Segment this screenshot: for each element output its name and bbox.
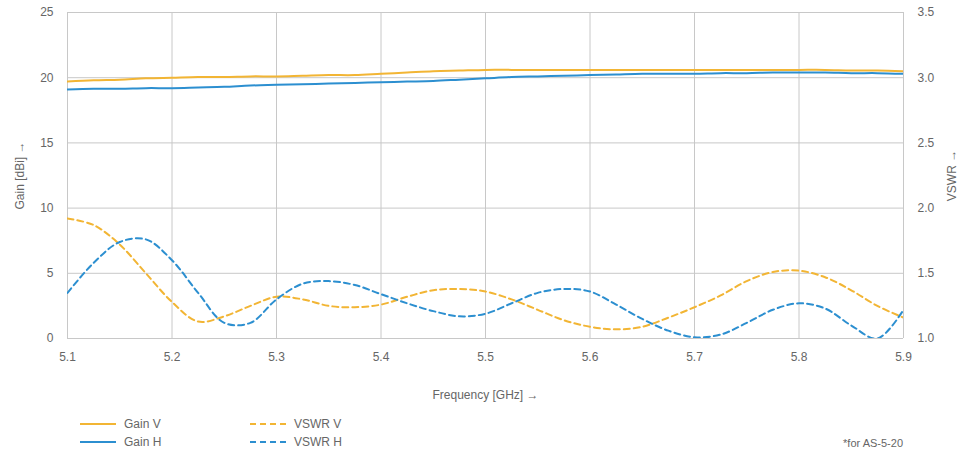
svg-text:Gain [dBi] →: Gain [dBi] →	[13, 141, 27, 209]
svg-text:2.5: 2.5	[918, 136, 935, 150]
html-text:VSWR V: VSWR V	[294, 417, 342, 431]
svg-text:5.7: 5.7	[686, 350, 703, 364]
svg-text:20: 20	[40, 71, 54, 85]
svg-text:5.8: 5.8	[791, 350, 808, 364]
svg-text:5.2: 5.2	[164, 350, 181, 364]
svg-text:5.5: 5.5	[477, 350, 494, 364]
svg-text:5.4: 5.4	[373, 350, 390, 364]
svg-text:15: 15	[40, 136, 54, 150]
html-text:VSWR H: VSWR H	[294, 435, 342, 449]
svg-text:10: 10	[40, 201, 54, 215]
svg-text:5.3: 5.3	[268, 350, 285, 364]
svg-text:2.0: 2.0	[918, 201, 935, 215]
svg-text:3.0: 3.0	[918, 71, 935, 85]
html-text:Gain H: Gain H	[124, 435, 162, 449]
svg-text:5: 5	[47, 266, 54, 280]
svg-text:1.0: 1.0	[918, 331, 935, 345]
svg-text:5.6: 5.6	[582, 350, 599, 364]
svg-text:25: 25	[40, 5, 54, 19]
svg-text:1.5: 1.5	[918, 266, 935, 280]
svg-text:0: 0	[47, 331, 54, 345]
svg-text:5.1: 5.1	[59, 350, 76, 364]
svg-text:Frequency [GHz] →: Frequency [GHz] →	[432, 388, 538, 402]
html-text:Gain V: Gain V	[124, 417, 161, 431]
svg-text:3.5: 3.5	[918, 5, 935, 19]
svg-text:5.9: 5.9	[895, 350, 912, 364]
svg-text:VSWR →: VSWR →	[945, 150, 959, 201]
html-text:*for AS-5-20: *for AS-5-20	[843, 437, 903, 449]
